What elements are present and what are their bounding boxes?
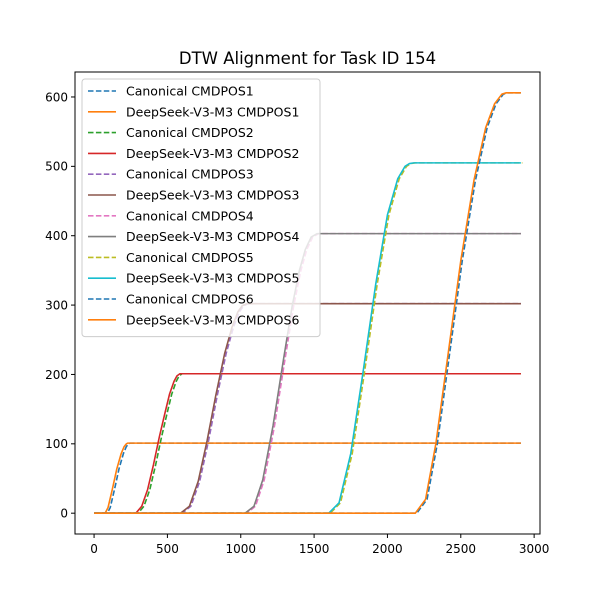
- y-axis: 0 100 200 300 400 500 600: [45, 90, 75, 520]
- x-tick-label: 3000: [519, 542, 550, 556]
- series-line-4: [94, 372, 521, 514]
- plot-area: [94, 92, 523, 514]
- legend-label: DeepSeek-V3-M3 CMDPOS1: [126, 104, 299, 119]
- legend-label: DeepSeek-V3-M3 CMDPOS6: [126, 312, 299, 327]
- chart-title: DTW Alignment for Task ID 154: [179, 49, 436, 68]
- legend: Canonical CMDPOS1 DeepSeek-V3-M3 CMDPOS1 C…: [81, 78, 321, 338]
- legend-label: DeepSeek-V3-M3 CMDPOS5: [126, 271, 299, 286]
- series-line-10: [94, 162, 521, 514]
- y-tick-label: 100: [45, 437, 68, 451]
- legend-label: DeepSeek-V3-M3 CMDPOS2: [126, 146, 299, 161]
- x-tick-label: 500: [156, 542, 179, 556]
- y-tick-label: 600: [45, 90, 68, 104]
- x-tick-label: 2500: [446, 542, 477, 556]
- y-tick-label: 0: [60, 506, 68, 520]
- legend-label: DeepSeek-V3-M3 CMDPOS3: [126, 188, 299, 203]
- legend-label: Canonical CMDPOS5: [126, 250, 254, 265]
- legend-box: [81, 78, 321, 338]
- x-tick-label: 1500: [299, 542, 330, 556]
- x-axis: 0 500 1000 1500 2000 2500 3000: [90, 534, 549, 556]
- legend-label: Canonical CMDPOS1: [126, 84, 254, 99]
- legend-label: Canonical CMDPOS2: [126, 125, 254, 140]
- y-tick-label: 300: [45, 298, 68, 312]
- series-line-3: [94, 372, 521, 514]
- x-tick-label: 2000: [372, 542, 403, 556]
- legend-label: Canonical CMDPOS4: [126, 208, 254, 223]
- legend-label: DeepSeek-V3-M3 CMDPOS4: [126, 229, 299, 244]
- y-tick-label: 400: [45, 229, 68, 243]
- x-tick-label: 0: [90, 542, 98, 556]
- y-tick-label: 500: [45, 160, 68, 174]
- legend-label: Canonical CMDPOS3: [126, 167, 254, 182]
- axes-frame: [74, 71, 541, 535]
- series-line-12: [94, 92, 521, 514]
- y-tick-label: 200: [45, 368, 68, 382]
- legend-label: Canonical CMDPOS6: [126, 292, 254, 307]
- series-line-2: [94, 442, 521, 514]
- x-tick-label: 1000: [225, 542, 256, 556]
